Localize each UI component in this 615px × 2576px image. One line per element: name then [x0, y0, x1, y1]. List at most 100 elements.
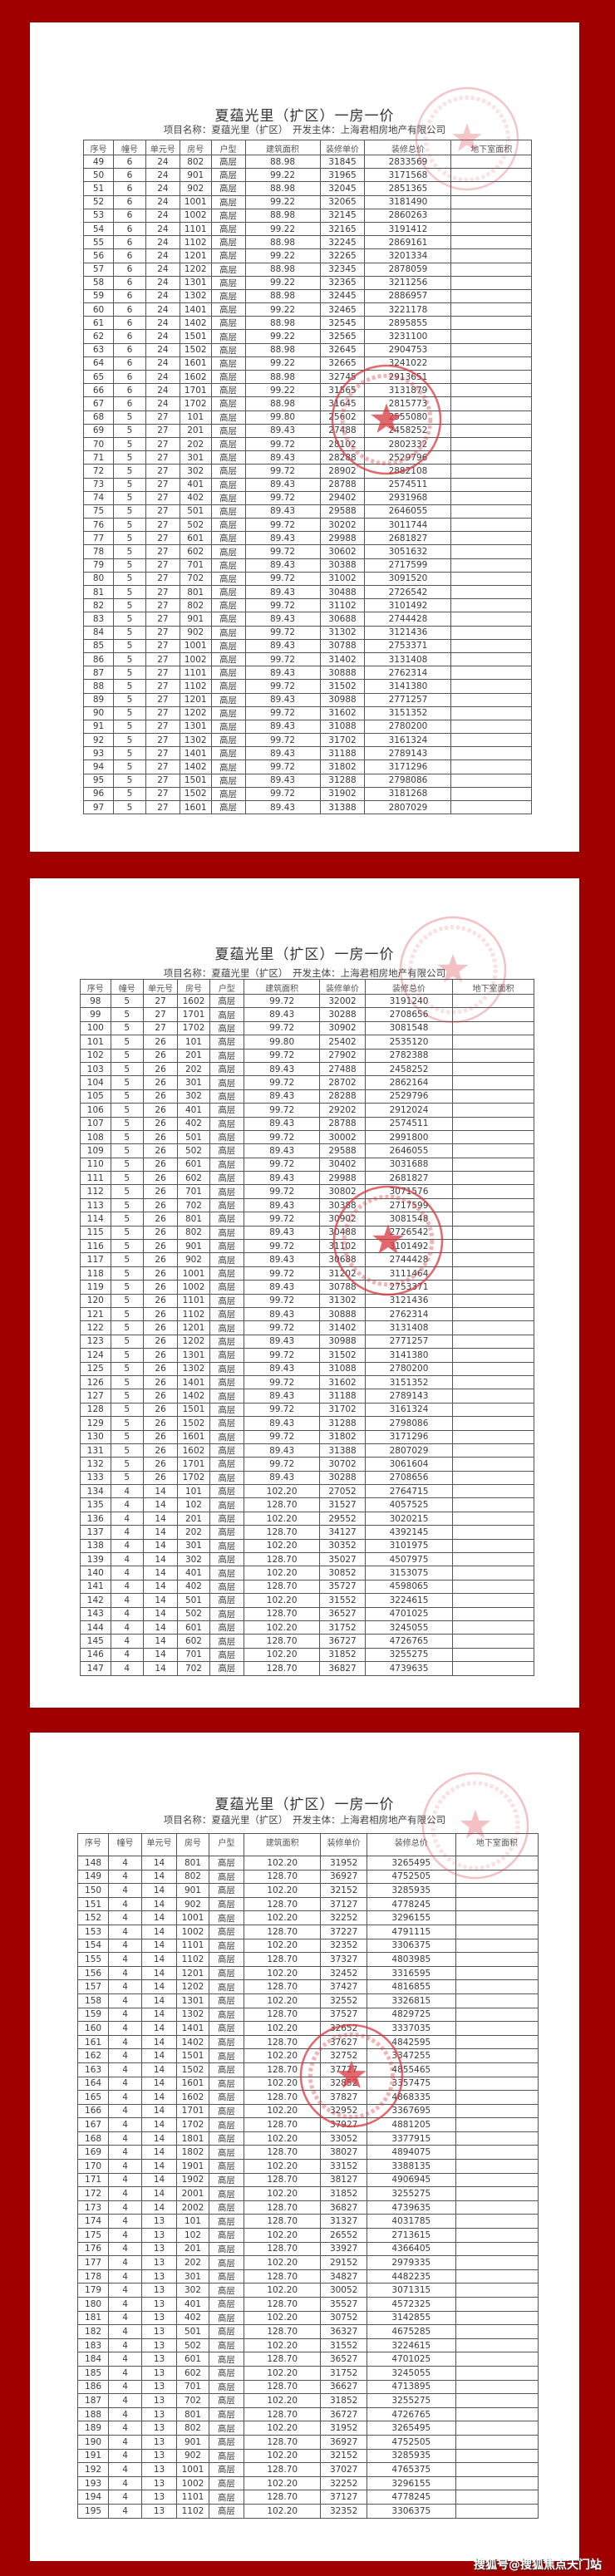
cell-total-price: 3224615 — [364, 1593, 454, 1608]
cell-type: 高层 — [210, 436, 246, 452]
cell-unit-price: 30402 — [319, 1157, 366, 1172]
cell-total-price: 4803985 — [366, 1952, 456, 1967]
cell-type: 高层 — [208, 2241, 244, 2257]
cell-unit-price: 30288 — [319, 1007, 366, 1022]
cell-building: 4 — [108, 1979, 142, 1994]
table-row: 107 5 26 402 高层 89.43 28788 2574511 — [80, 1116, 534, 1131]
cell-area: 102.20 — [243, 2503, 322, 2519]
cell-unit-price: 28102 — [319, 436, 366, 452]
cell-unit: 26 — [142, 1361, 179, 1376]
cell-unit-price: 36327 — [320, 2324, 367, 2339]
cell-building: 4 — [108, 2462, 142, 2477]
cell-basement-area — [452, 1416, 534, 1431]
cell-seq: 130 — [80, 1429, 111, 1444]
column-header-type: 户型 — [209, 979, 245, 995]
cell-basement-area — [455, 1952, 539, 1967]
cell-area: 128.70 — [243, 2090, 322, 2105]
cell-total-price: 2833569 — [364, 154, 452, 170]
cell-area: 99.72 — [244, 1157, 321, 1172]
cell-building: 5 — [110, 1048, 144, 1063]
table-row: 67 6 24 1702 高层 88.98 31645 2815773 — [82, 396, 532, 411]
cell-area: 102.20 — [244, 1566, 321, 1581]
cell-seq: 157 — [76, 1979, 110, 1994]
cell-basement-area — [455, 2159, 539, 2174]
cell-seq: 191 — [76, 2448, 110, 2464]
cell-building: 5 — [113, 423, 146, 438]
cell-seq: 89 — [82, 692, 115, 707]
cell-seq: 64 — [82, 356, 115, 371]
cell-room: 501 — [176, 2324, 209, 2339]
cell-basement-area — [450, 733, 532, 748]
cell-type: 高层 — [209, 1389, 245, 1404]
cell-unit-price: 30688 — [319, 1252, 366, 1267]
cell-room: 1702 — [179, 396, 212, 411]
cell-total-price: 3377915 — [366, 2131, 456, 2146]
cell-unit: 26 — [142, 1374, 179, 1390]
table-row: 141 4 14 402 高层 128.70 35727 4598065 — [80, 1579, 534, 1595]
cell-area: 99.72 — [244, 598, 321, 613]
cell-room: 201 — [179, 423, 212, 438]
cell-total-price: 3255275 — [366, 2186, 456, 2201]
cell-type: 高层 — [209, 1470, 245, 1486]
cell-room: 802 — [176, 2421, 209, 2436]
table-row: 195 4 13 1102 高层 102.20 32352 3306375 — [76, 2503, 539, 2519]
cell-type: 高层 — [208, 2379, 244, 2395]
cell-total-price: 4701025 — [364, 1606, 454, 1621]
cell-basement-area — [455, 2255, 539, 2270]
cell-seq: 150 — [76, 1883, 110, 1898]
cell-area: 89.43 — [244, 799, 321, 815]
table-row: 169 4 14 1802 高层 128.70 38027 4894075 — [76, 2145, 539, 2161]
cell-unit-price: 31088 — [319, 1361, 366, 1376]
cell-unit: 13 — [140, 2283, 178, 2298]
cell-room: 1302 — [179, 288, 212, 304]
cell-area: 102.20 — [243, 2310, 322, 2326]
cell-basement-area — [450, 625, 532, 640]
cell-room: 201 — [177, 1511, 210, 1526]
cell-total-price: 2991800 — [364, 1129, 454, 1145]
cell-area: 99.72 — [244, 993, 321, 1009]
cell-room: 401 — [176, 2297, 209, 2312]
cell-total-price: 3011744 — [364, 518, 452, 533]
cell-seq: 182 — [76, 2324, 110, 2339]
cell-area: 89.43 — [244, 1443, 321, 1458]
cell-building: 5 — [113, 666, 146, 681]
cell-area: 89.43 — [244, 1061, 321, 1077]
table-row: 125 5 26 1302 高层 89.43 31088 2780200 — [80, 1361, 534, 1376]
cell-building: 4 — [108, 2255, 142, 2270]
cell-area: 128.70 — [243, 2462, 322, 2477]
cell-type: 高层 — [209, 1293, 245, 1308]
cell-total-price: 3171296 — [364, 1429, 454, 1444]
cell-seq: 58 — [82, 275, 115, 290]
table-row: 124 5 26 1301 高层 99.72 31502 3141380 — [80, 1348, 534, 1363]
cell-room: 401 — [177, 1103, 210, 1118]
cell-area: 89.43 — [244, 504, 321, 519]
cell-seq: 67 — [82, 396, 115, 411]
cell-seq: 108 — [80, 1129, 111, 1145]
cell-unit: 26 — [142, 1252, 179, 1267]
cell-building: 5 — [110, 1184, 144, 1199]
cell-total-price: 2574511 — [364, 477, 452, 492]
cell-seq: 163 — [76, 2062, 110, 2077]
cell-total-price: 3296155 — [366, 2475, 456, 2491]
cell-type: 高层 — [209, 1020, 245, 1036]
cell-unit: 26 — [142, 1116, 179, 1131]
cell-unit: 14 — [140, 2021, 178, 2036]
cell-type: 高层 — [209, 1225, 245, 1241]
cell-basement-area — [455, 2324, 539, 2339]
cell-room: 901 — [177, 1239, 210, 1254]
cell-room: 1402 — [179, 316, 212, 331]
cell-unit-price: 30202 — [319, 518, 366, 533]
cell-room: 1701 — [177, 1457, 210, 1472]
cell-seq: 60 — [82, 302, 115, 317]
cell-building: 4 — [108, 1910, 142, 1925]
cell-basement-area — [450, 692, 532, 707]
cell-basement-area — [450, 651, 532, 667]
cell-seq: 171 — [76, 2172, 110, 2188]
table-row: 80 5 27 702 高层 99.72 31002 3091520 — [82, 571, 532, 587]
table-row: 121 5 26 1102 高层 89.43 30888 2762314 — [80, 1306, 534, 1322]
cell-total-price: 2717599 — [364, 1197, 454, 1213]
cell-unit: 27 — [145, 558, 180, 573]
cell-area: 88.98 — [244, 181, 321, 196]
cell-building: 4 — [108, 2475, 142, 2491]
cell-unit-price: 30052 — [320, 2283, 367, 2298]
